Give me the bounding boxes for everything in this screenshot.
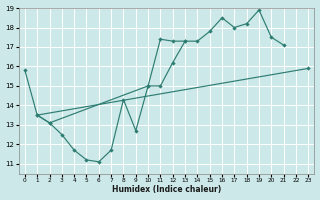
X-axis label: Humidex (Indice chaleur): Humidex (Indice chaleur): [112, 185, 221, 194]
